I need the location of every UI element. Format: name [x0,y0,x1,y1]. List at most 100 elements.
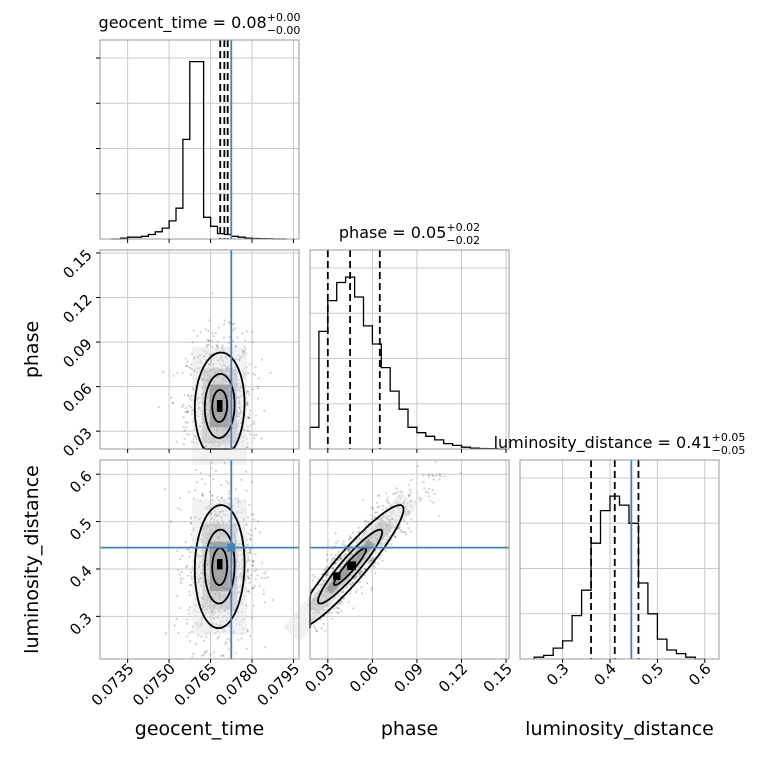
sample-point [247,372,250,375]
y-tick-label: 0.15 [59,246,95,282]
sample-point [241,332,244,335]
sample-point [252,559,255,562]
sample-point [208,339,211,342]
sample-point [338,602,342,605]
sample-point [351,581,354,584]
sample-point [257,397,260,400]
sample-point [394,536,397,539]
x-axis-label: geocent_time [135,718,264,740]
sample-point [205,636,208,639]
sample-point [246,403,249,406]
sample-point [192,329,195,332]
sample-point [418,499,421,502]
sample-point [409,530,412,533]
sample-point [221,654,224,657]
sample-point [346,548,349,551]
sample-point [407,494,410,497]
sample-point [409,489,412,492]
sample-point [347,601,350,604]
title-layer: geocent_time = 0.08+0.00−0.00 phase = 0.0… [99,11,746,457]
sample-point [186,574,189,577]
sample-point [251,340,254,343]
sample-point [328,611,331,614]
sample-point [212,335,215,338]
sample-point [320,627,323,630]
sample-point [251,481,254,484]
sample-point [188,404,191,407]
sample-point [179,497,182,500]
sample-point [416,464,419,467]
y-axis-label: phase [21,321,43,378]
sample-point [216,496,219,499]
sample-point [235,652,238,655]
sample-point [175,594,179,598]
sample-point [247,558,250,561]
sample-point [224,642,227,646]
sample-point [246,416,249,419]
sample-point [249,549,252,552]
histogram-layer [111,40,705,660]
sample-point [325,559,328,562]
sample-point [248,578,252,581]
sample-point [372,507,375,510]
sample-point [185,365,188,368]
sample-point [203,650,207,653]
sample-point [212,478,215,481]
sample-point [413,501,416,504]
sample-point [349,592,352,595]
sample-point [181,405,184,408]
sample-point [190,517,193,520]
panel-title: phase = 0.05+0.02 [339,221,480,242]
y-tick-label: 0.3 [66,609,96,639]
sample-point [349,537,352,540]
grid-layer [100,40,719,659]
sample-point [188,594,191,597]
sample-point [364,520,367,523]
sample-point [185,426,188,429]
sample-point [409,491,412,494]
sample-point [386,496,389,499]
sample-point [252,564,255,567]
sample-point [184,566,188,569]
sample-point [189,571,192,574]
x-tick-label: 0.09 [390,660,426,696]
sample-point [358,574,361,577]
sample-point [264,646,267,649]
x-tick-label: 0.0750 [129,660,179,710]
histogram-line [111,60,287,240]
sample-point [183,437,186,441]
sample-point [443,475,446,478]
sample-point [169,520,173,523]
sample-point [190,373,193,376]
sample-point [249,538,252,541]
panel-title: luminosity_distance = 0.41+0.05 [494,431,746,453]
sample-point [234,345,237,348]
x-axis-label: luminosity_distance [525,718,714,740]
sample-point [372,564,375,567]
sample-point [252,420,256,423]
sample-point [199,331,202,334]
sample-point [272,598,275,602]
sample-point [210,340,213,343]
density-peak [216,399,223,412]
sample-point [246,630,249,633]
sample-point [263,601,266,604]
panel-frame [99,249,300,450]
sample-point [408,493,411,497]
sample-point [179,607,182,610]
truth-layer [100,40,633,659]
sample-point [249,534,252,537]
sample-point [264,570,267,573]
sample-point [247,576,250,579]
sample-point [217,340,220,343]
sample-point [340,556,344,559]
sample-point [254,578,257,581]
sample-point [253,584,256,588]
sample-point [334,562,337,565]
sample-point [190,630,193,633]
sample-point [335,611,338,614]
sample-point [207,339,210,342]
sample-point [208,475,211,478]
sample-point [248,413,251,416]
y-axis-label: luminosity_distance [21,465,43,654]
